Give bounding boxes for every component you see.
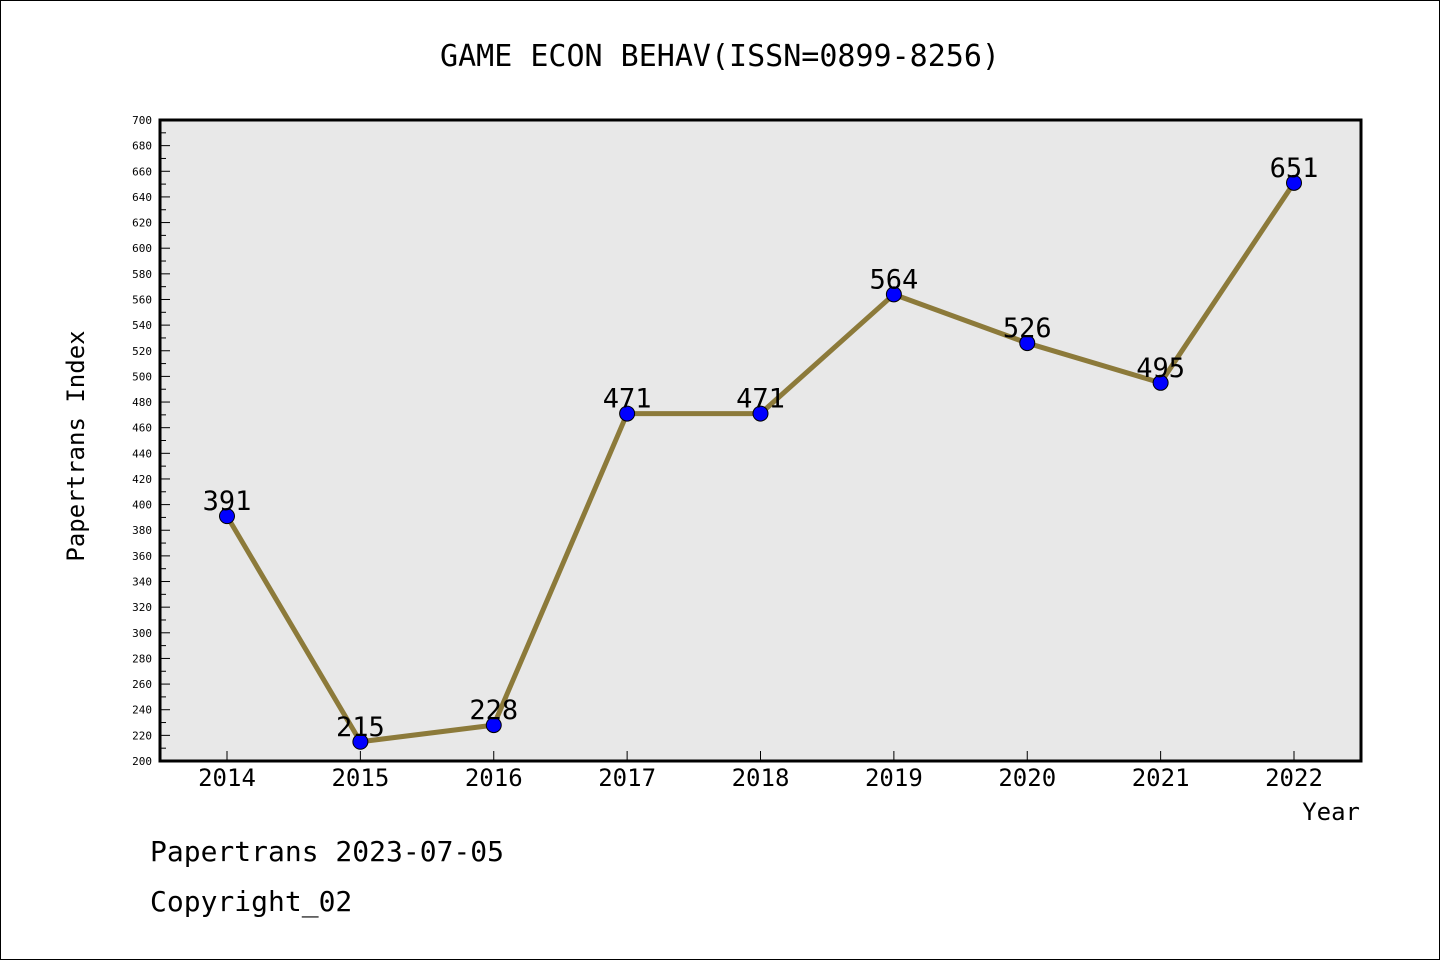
data-label: 215 [336,712,385,743]
x-axis: 2014 2015 2016 2017 2018 2019 2020 2021 2022 [198,751,1323,792]
data-point [885,286,902,303]
x-tick-label: 2019 [865,764,923,792]
data-point [352,733,369,750]
x-tick-label: 2015 [331,764,389,792]
y-tick-label: 460 [132,422,152,435]
y-tick-label: 660 [132,165,152,178]
data-point [1152,374,1169,391]
data-label: 495 [1136,353,1185,384]
data-label: 391 [203,486,252,517]
y-tick-label: 680 [132,140,152,153]
y-tick-label: 300 [132,627,152,640]
y-tick-label: 280 [132,652,152,665]
x-tick-label: 2020 [998,764,1056,792]
data-label: 471 [736,384,785,415]
y-tick-label: 420 [132,473,152,486]
data-label: 564 [869,264,918,295]
x-axis-label: Year [1302,798,1360,826]
y-tick-label: 540 [132,319,152,332]
y-tick-label: 560 [132,293,152,306]
y-tick-label: 640 [132,191,152,204]
y-tick-label: 700 [132,114,152,127]
x-tick-label: 2014 [198,764,256,792]
data-point [485,717,502,734]
y-tick-label: 200 [132,755,152,768]
y-tick-label: 400 [132,499,152,512]
x-tick-label: 2016 [465,764,523,792]
y-tick-label: 580 [132,268,152,281]
y-tick-label: 500 [132,370,152,383]
y-tick-label: 600 [132,242,152,255]
y-tick-label: 320 [132,601,152,614]
data-label: 651 [1270,153,1319,184]
data-point [1019,335,1036,352]
y-axis-label: Papertrans Index [62,330,90,561]
data-label: 526 [1003,313,1052,344]
data-labels: 391 215 228 471 471 564 526 495 651 [203,153,1319,743]
x-tick-label: 2021 [1132,764,1190,792]
data-label: 228 [469,695,518,726]
y-axis: 200 220 240 260 280 300 320 340 360 380 400 420 440 4… [132,114,170,768]
footer-copyright: Copyright_02 [150,885,353,918]
data-point [1286,174,1302,191]
y-tick-label: 260 [132,678,152,691]
y-tick-label: 220 [132,729,152,742]
plot-area [158,118,1363,763]
y-tick-label: 240 [132,704,152,717]
data-label: 471 [603,384,652,415]
y-tick-label: 380 [132,524,152,537]
data-point [619,405,636,422]
y-tick-label: 520 [132,345,152,358]
data-point [219,508,235,525]
footer-date: Papertrans 2023-07-05 [150,835,505,868]
y-tick-label: 620 [132,217,152,230]
x-tick-label: 2018 [732,764,790,792]
chart-title: GAME ECON BEHAV(ISSN=0899-8256) [440,39,1000,74]
y-tick-label: 340 [132,576,152,589]
y-tick-label: 480 [132,396,152,409]
series-line [219,174,1302,750]
data-point [752,405,769,422]
x-tick-label: 2017 [598,764,656,792]
x-tick-label: 2022 [1265,764,1323,792]
y-tick-label: 360 [132,550,152,563]
y-tick-label: 440 [132,447,152,460]
